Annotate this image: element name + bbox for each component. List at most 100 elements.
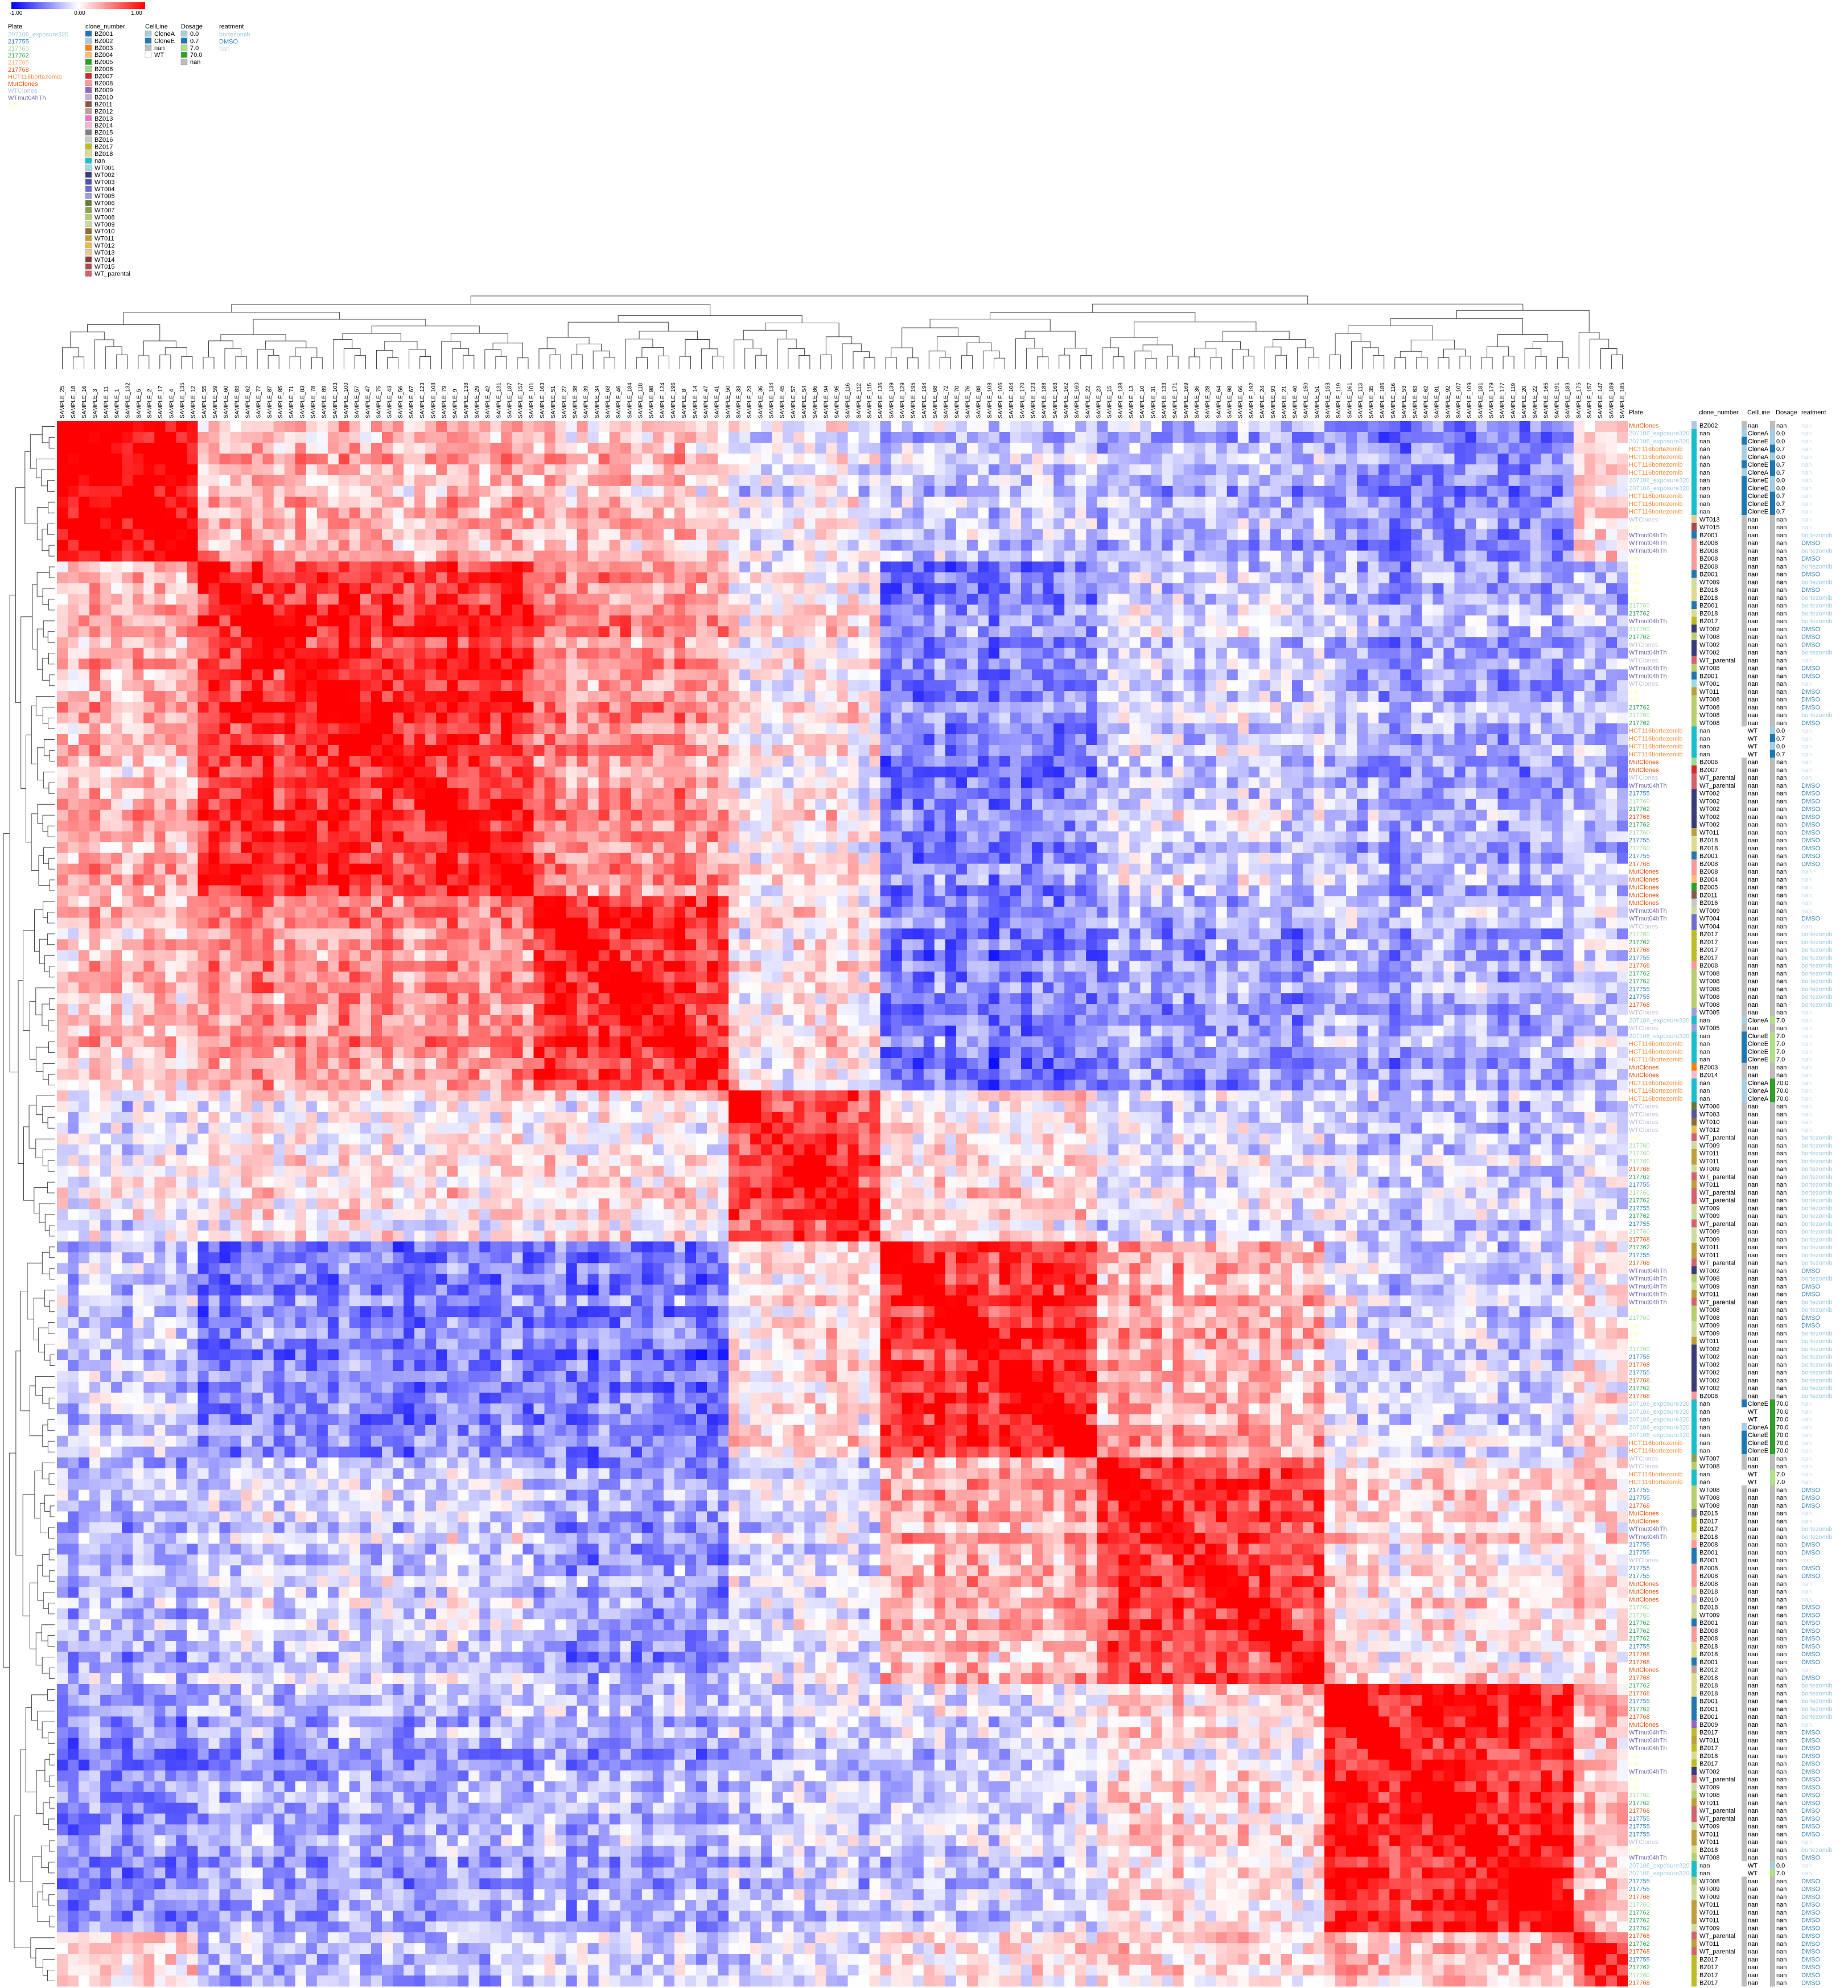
heatmap-cell [1314, 604, 1325, 616]
heatmap-cell [1053, 485, 1065, 497]
heatmap-cell [815, 691, 826, 702]
heatmap-cell [1097, 583, 1108, 594]
heatmap-cell [620, 723, 632, 735]
dendrogram-link [47, 480, 55, 492]
heatmap-cell [956, 734, 968, 746]
heatmap-cell [544, 464, 555, 476]
heatmap-cell [1378, 702, 1390, 713]
heatmap-cell [458, 453, 469, 465]
heatmap-cell [945, 475, 957, 487]
heatmap-cell [1562, 431, 1574, 443]
heatmap-cell [1508, 680, 1520, 692]
heatmap-cell [1465, 615, 1476, 627]
heatmap-cell [1010, 550, 1022, 562]
dendrogram-link [31, 1694, 48, 1721]
heatmap-cell [1302, 583, 1314, 594]
heatmap-cell [1541, 648, 1553, 659]
heatmap-cell [652, 702, 664, 713]
heatmap-cell [1443, 594, 1455, 605]
heatmap-cell [631, 475, 643, 487]
dendrogram-link [1015, 338, 1035, 364]
heatmap-cell [729, 421, 740, 433]
heatmap-cell [1389, 637, 1401, 648]
heatmap-cell [956, 485, 968, 497]
heatmap-cell [1357, 583, 1368, 594]
heatmap-cell [360, 626, 372, 637]
dendrogram-link [902, 327, 958, 348]
x-tick-label: SAMPLE_119 [1336, 382, 1342, 418]
heatmap-cell [999, 658, 1011, 670]
heatmap-cell [837, 702, 848, 713]
heatmap-cell [793, 507, 805, 519]
heatmap-cell [1086, 485, 1097, 497]
heatmap-cell [100, 421, 112, 433]
heatmap-cell [133, 734, 144, 746]
heatmap-cell [826, 540, 837, 551]
heatmap-cell [100, 496, 112, 508]
heatmap-cell [1562, 648, 1574, 659]
heatmap-cell [1595, 713, 1607, 724]
x-tick-label: SAMPLE_62 [245, 385, 251, 418]
heatmap-cell [1476, 529, 1487, 541]
heatmap-cell [761, 637, 772, 648]
x-tick-label: SAMPLE_171 [1172, 382, 1179, 418]
x-tick-label: SAMPLE_63 [605, 385, 611, 418]
heatmap-cell [1053, 453, 1065, 465]
heatmap-cell [1043, 637, 1054, 648]
heatmap-cell [68, 518, 79, 530]
heatmap-cell [587, 680, 599, 692]
heatmap-cell [847, 431, 859, 443]
x-tick-label: SAMPLE_160 [1074, 382, 1080, 418]
heatmap-cell [696, 648, 707, 659]
heatmap-cell [1183, 594, 1195, 605]
heatmap-cell [143, 723, 155, 735]
heatmap-cell [187, 615, 198, 627]
heatmap-cell [566, 604, 578, 616]
heatmap-cell [966, 507, 978, 519]
dendrogram-link [9, 1452, 16, 1882]
heatmap-cell [577, 507, 588, 519]
heatmap-cell [837, 713, 848, 724]
heatmap-cell [587, 485, 599, 497]
heatmap-cell [1595, 691, 1607, 702]
heatmap-cell [555, 442, 567, 454]
heatmap-cell [1281, 626, 1293, 637]
heatmap-cell [533, 485, 545, 497]
heatmap-cell [111, 615, 122, 627]
heatmap-cell [902, 658, 913, 670]
heatmap-cell [620, 540, 632, 551]
heatmap-cell [826, 604, 837, 616]
heatmap-cell [512, 615, 523, 627]
heatmap-cell [295, 442, 307, 454]
heatmap-cell [1476, 669, 1487, 681]
heatmap-cell [68, 550, 79, 562]
heatmap-cell [501, 637, 512, 648]
heatmap-cell [631, 637, 643, 648]
x-tick-label: SAMPLE_79 [441, 385, 447, 418]
heatmap-cell [425, 604, 437, 616]
heatmap-cell [143, 464, 155, 476]
heatmap-cell [555, 421, 567, 433]
heatmap-cell [999, 626, 1011, 637]
heatmap-cell [284, 529, 296, 541]
heatmap-cell [685, 723, 697, 735]
heatmap-cell [1411, 702, 1422, 713]
heatmap-cell [1389, 702, 1401, 713]
heatmap-cell [1573, 680, 1585, 692]
heatmap-cell [1118, 496, 1130, 508]
heatmap-cell [1454, 702, 1466, 713]
heatmap-cell [490, 464, 501, 476]
heatmap-cell [858, 550, 870, 562]
heatmap-cell [57, 496, 68, 508]
heatmap-cell [338, 485, 350, 497]
heatmap-cell [1584, 658, 1596, 670]
dendrogram-link [1297, 347, 1314, 364]
heatmap-cell [1237, 669, 1249, 681]
heatmap-cell [1259, 561, 1271, 573]
heatmap-cell [793, 540, 805, 551]
heatmap-cell [1118, 453, 1130, 465]
heatmap-cell [284, 723, 296, 735]
heatmap-cell [566, 442, 578, 454]
heatmap-cell [1497, 475, 1509, 487]
heatmap-cell [555, 431, 567, 443]
